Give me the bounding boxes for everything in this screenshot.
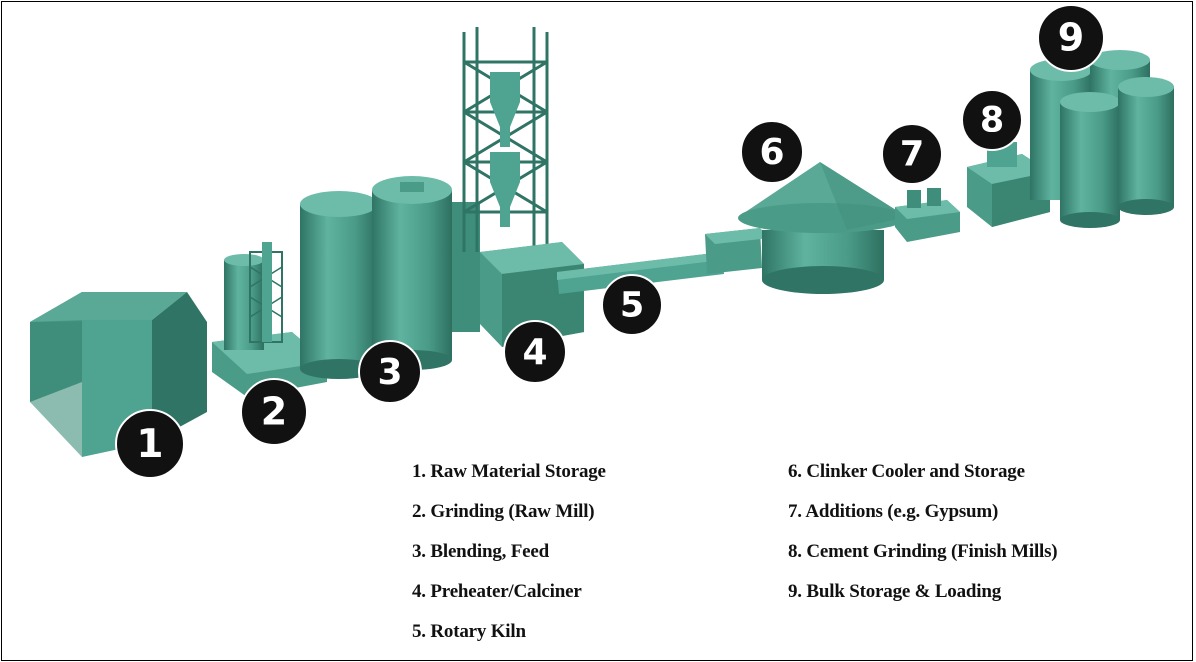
badge-number: 9: [1058, 16, 1084, 60]
legend-item-raw-material-storage: 1. Raw Material Storage: [412, 461, 606, 482]
badge-number: 3: [377, 352, 402, 393]
badge-3: 3: [358, 340, 422, 404]
badge-7: 7: [881, 123, 943, 185]
badge-9: 9: [1037, 4, 1105, 72]
badge-6: 6: [740, 120, 804, 184]
legend-item-blending-feed: 3. Blending, Feed: [412, 541, 550, 562]
additions-unit: [895, 188, 960, 242]
badge-number: 1: [136, 422, 163, 467]
badge-number: 7: [900, 134, 924, 174]
legend-item-preheater-calciner: 4. Preheater/Calciner: [412, 581, 582, 602]
legend-right-column: 6. Clinker Cooler and Storage 7. Additio…: [788, 452, 1058, 612]
legend-item-grinding-raw-mill: 2. Grinding (Raw Mill): [412, 501, 595, 522]
legend-left-column: 1. Raw Material Storage 2. Grinding (Raw…: [412, 452, 606, 652]
badge-2: 2: [240, 378, 308, 446]
badge-number: 8: [980, 100, 1004, 140]
preheater-tower: [452, 27, 584, 347]
badge-number: 4: [522, 332, 547, 373]
legend-item-clinker-cooler-storage: 6. Clinker Cooler and Storage: [788, 461, 1025, 482]
legend-item-bulk-storage-loading: 9. Bulk Storage & Loading: [788, 581, 1002, 602]
legend-item-cement-grinding: 8. Cement Grinding (Finish Mills): [788, 541, 1058, 562]
legend-item-additions: 7. Additions (e.g. Gypsum): [788, 501, 999, 522]
badge-number: 5: [620, 285, 644, 325]
badge-4: 4: [503, 320, 567, 384]
bulk-storage-silos: [1030, 50, 1174, 228]
raw-mill: [212, 242, 327, 397]
legend-item-rotary-kiln: 5. Rotary Kiln: [412, 621, 526, 642]
badge-5: 5: [601, 274, 663, 336]
blending-silos: [300, 176, 452, 379]
badge-1: 1: [115, 409, 185, 479]
badge-number: 6: [759, 132, 784, 173]
badge-number: 2: [261, 390, 287, 434]
badge-8: 8: [961, 89, 1023, 151]
clinker-cooler-storage: [705, 162, 907, 294]
rotary-kiln: [557, 252, 724, 294]
